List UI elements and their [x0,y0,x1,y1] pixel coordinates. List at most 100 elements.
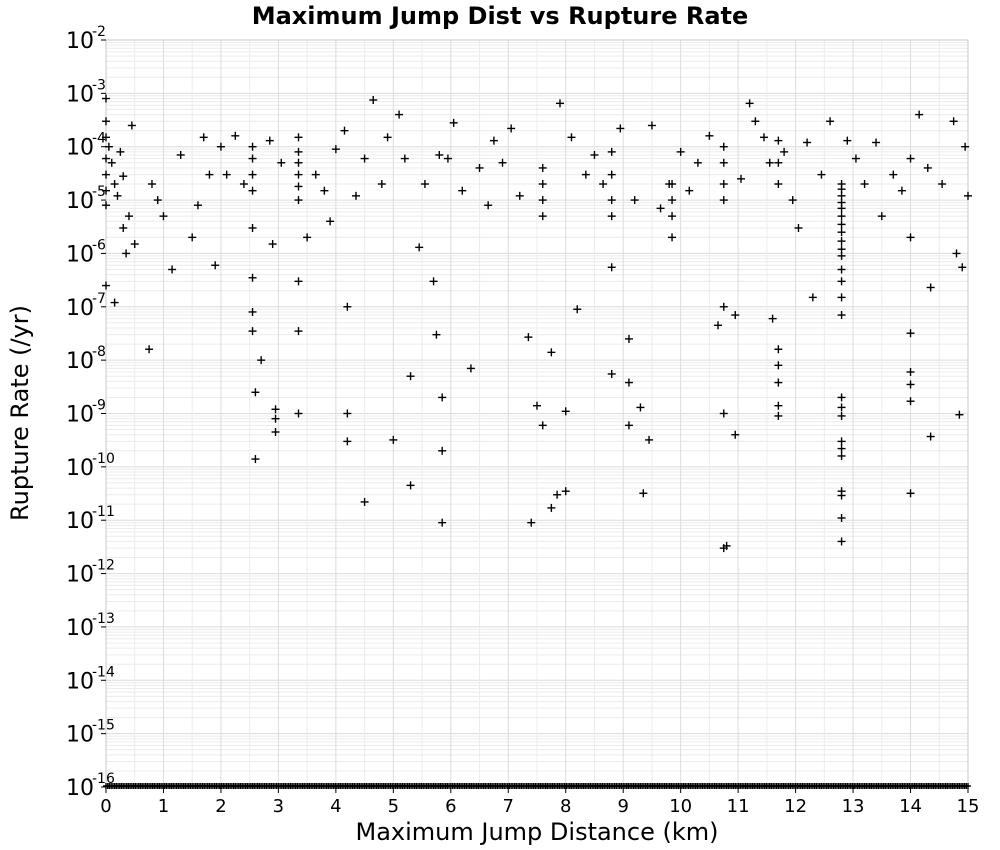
data-point [271,405,280,414]
data-point [607,263,616,272]
data-point [561,487,570,496]
data-point [624,421,633,430]
data-point [248,307,257,316]
data-point [607,170,616,179]
data-point [851,154,860,163]
data-point [360,497,369,506]
x-tick-label: 2 [215,796,226,817]
grid-lines [105,39,969,788]
data-point [168,265,177,274]
data-point [507,124,516,133]
data-point [102,281,110,290]
y-tick-base: 10 [66,82,94,107]
data-point [389,435,398,444]
data-point [765,158,774,167]
data-point [636,403,645,412]
data-point [248,273,257,282]
data-point [843,136,852,145]
data-point [498,158,507,167]
data-point [647,121,656,130]
data-point [449,118,458,127]
data-point [837,451,846,460]
data-point [102,117,110,126]
data-points [102,94,972,553]
data-point [538,212,547,221]
data-point [547,348,556,357]
data-point [837,403,846,412]
data-point [231,131,240,140]
data-point [923,163,932,172]
data-point [248,142,257,151]
data-point [581,170,590,179]
data-point [837,220,846,229]
data-point [102,201,110,210]
data-point [294,133,303,142]
data-point [567,133,576,142]
data-point [826,117,835,126]
x-tick-label: 13 [842,796,865,817]
data-point [964,191,972,200]
data-point [110,180,119,189]
data-point [110,298,119,307]
data-point [877,212,886,221]
data-point [668,196,677,205]
data-point [958,263,967,272]
data-point [533,401,541,410]
x-tick-label: 12 [784,796,807,817]
data-point [616,124,625,133]
data-point [938,180,947,189]
data-point [837,514,846,523]
data-point [774,411,783,420]
data-point [294,277,303,286]
y-tick-exponent: -7 [92,291,106,307]
data-point [768,314,777,323]
data-point [406,372,415,381]
data-point [294,158,303,167]
data-point [159,212,168,221]
data-point [774,180,783,189]
data-point [360,154,369,163]
x-tick-label: 4 [330,796,341,817]
data-point [774,378,783,387]
data-point [561,407,570,416]
data-point [484,201,493,210]
data-point [553,490,562,499]
data-point [668,180,677,189]
y-tick-exponent: -2 [92,24,106,40]
data-point [639,489,648,498]
data-point [722,541,731,550]
y-tick-base: 10 [66,349,94,374]
data-point [251,388,260,397]
data-point [527,518,536,527]
data-point [343,409,352,418]
data-point [955,410,964,419]
y-tick-base: 10 [66,509,94,534]
data-point [320,186,329,195]
y-tick-exponent: -12 [92,558,115,574]
data-point [668,212,677,221]
data-point [124,212,133,221]
x-tick-label: 1 [158,796,169,817]
y-tick-exponent: -9 [92,398,106,414]
data-point [369,96,378,105]
data-point [926,432,935,441]
data-point [906,154,915,163]
data-point [251,455,260,464]
data-point [624,334,633,343]
data-point [294,196,303,205]
x-tick-label: 9 [617,796,628,817]
data-point [630,196,639,205]
data-point [538,180,547,189]
data-point [685,186,694,195]
data-point [837,393,846,402]
data-point [837,277,846,286]
y-tick-base: 10 [66,189,94,214]
chart-title: Maximum Jump Dist vs Rupture Rate [252,2,749,30]
data-point [331,145,340,154]
data-point [624,378,633,387]
data-point [475,163,484,172]
data-point [837,212,846,221]
data-point [122,249,131,258]
data-point [961,142,970,151]
data-point [538,421,547,430]
